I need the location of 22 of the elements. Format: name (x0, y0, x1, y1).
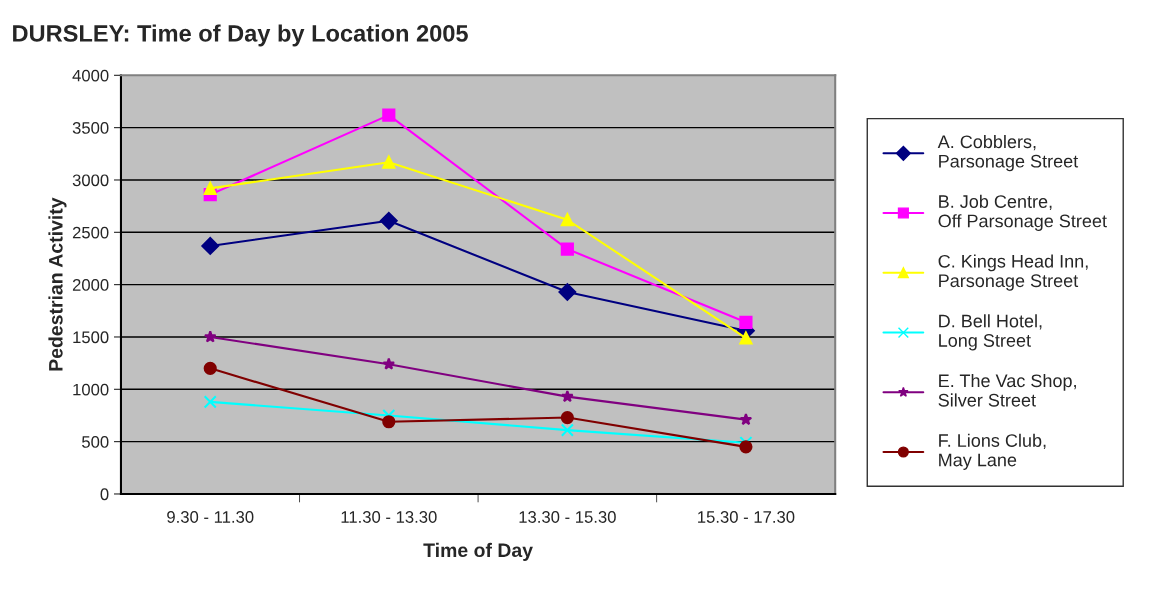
x-tick-label: 11.30 - 13.30 (341, 511, 437, 523)
legend-label: A. Cobblers, Parsonage Street (937, 134, 1079, 172)
legend-label: F. Lions Club, May Lane (939, 433, 1046, 470)
x-tick-label: 13.30 - 15.30 (519, 511, 616, 523)
legend-label: B. Job Centre, Off Parsonage Street (938, 194, 1107, 231)
y-axis-title: Pedestrian Activity (48, 197, 67, 371)
y-tick-label: 0 (100, 488, 109, 501)
y-tick-label: 3500 (72, 122, 109, 134)
x-tick-label: 9.30 - 11.30 (167, 511, 254, 523)
y-tick-label: 500 (82, 436, 109, 448)
y-tick-label: 1500 (73, 331, 109, 344)
chart-title: DURSLEY: Time of Day by Location 2005 (13, 24, 468, 47)
y-tick-label: 1000 (73, 383, 109, 396)
legend-label: D. Bell Hotel, Long Street (939, 314, 1042, 351)
x-tick-label: 15.30 - 17.30 (698, 511, 795, 523)
y-tick-label: 2500 (72, 226, 109, 239)
legend-label: C. Kings Head Inn, Parsonage Street (938, 254, 1088, 291)
y-tick-label: 4000 (72, 69, 109, 82)
x-axis-title: Time of Day (423, 542, 533, 561)
y-tick-label: 2000 (72, 279, 109, 291)
y-tick-label: 3000 (72, 174, 109, 187)
legend-label: E. The Vac Shop, Silver Street (938, 373, 1076, 407)
